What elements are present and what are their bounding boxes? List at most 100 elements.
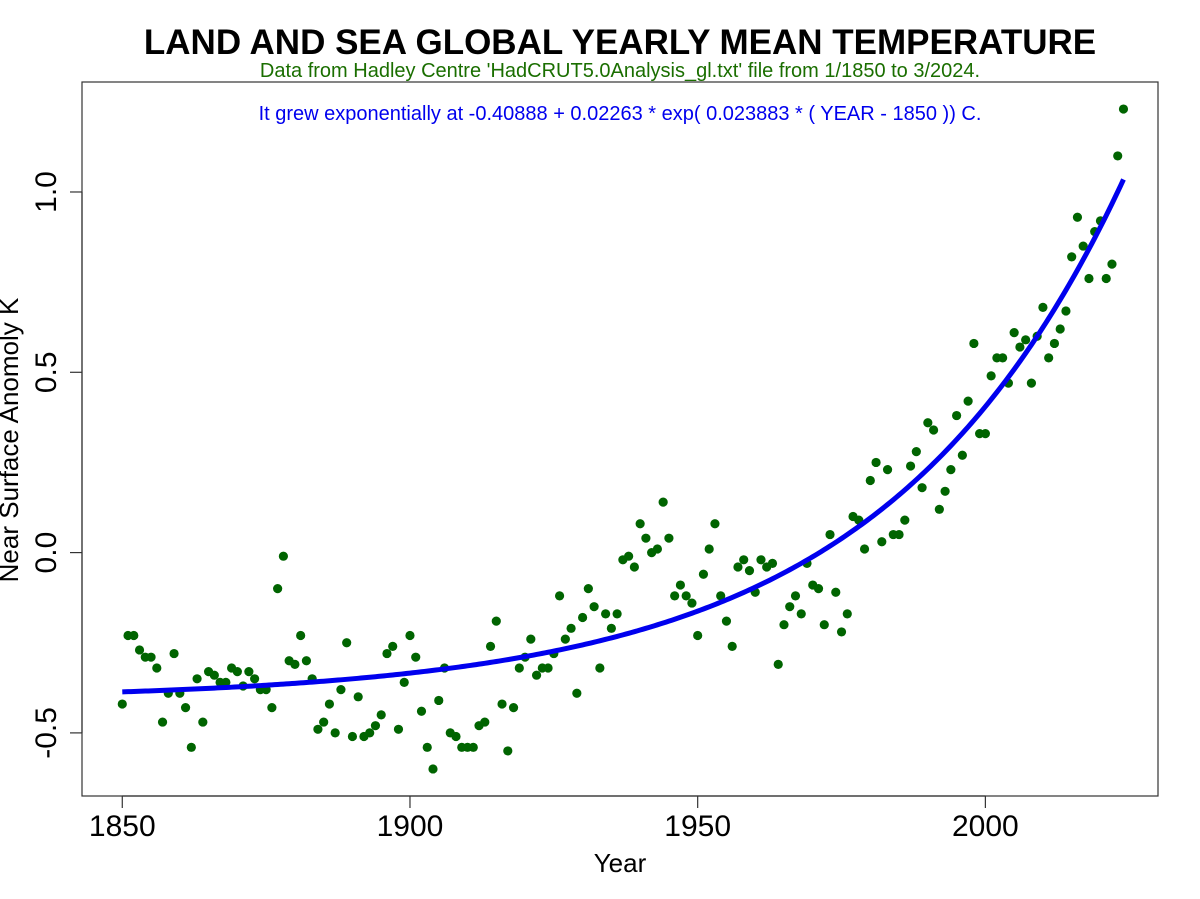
data-point <box>940 486 950 496</box>
data-point <box>347 731 358 742</box>
data-point <box>1067 252 1077 262</box>
data-point <box>624 551 634 561</box>
data-point <box>554 591 565 601</box>
data-point <box>727 641 737 651</box>
data-point <box>313 724 323 734</box>
data-point <box>601 609 611 619</box>
data-point <box>301 656 312 666</box>
data-point <box>842 609 852 619</box>
data-point <box>526 634 536 644</box>
data-point <box>1021 335 1031 345</box>
data-point <box>232 666 242 677</box>
data-point <box>180 703 191 713</box>
data-point <box>698 569 709 579</box>
data-point <box>923 418 933 428</box>
data-point <box>917 483 927 493</box>
data-point <box>434 695 444 706</box>
data-point <box>1101 273 1111 284</box>
data-point <box>514 663 524 673</box>
data-point <box>330 728 340 738</box>
data-point <box>675 580 686 590</box>
data-point <box>1118 104 1129 114</box>
y-tick-label: -0.5 <box>30 707 63 759</box>
x-tick-label: 2000 <box>952 810 1019 843</box>
data-point <box>1107 259 1117 269</box>
data-point <box>779 620 789 630</box>
data-point <box>572 688 582 698</box>
data-point <box>606 623 616 633</box>
data-point <box>589 602 599 612</box>
data-point <box>1084 273 1094 284</box>
data-point <box>146 652 156 662</box>
data-point <box>957 450 967 460</box>
data-point <box>497 699 507 709</box>
data-point <box>273 584 283 594</box>
data-point <box>963 396 973 406</box>
fit-curve <box>122 178 1126 695</box>
y-tick-label: 1.0 <box>30 171 63 213</box>
data-point <box>577 612 588 623</box>
data-point <box>583 584 593 594</box>
data-point <box>1078 241 1088 251</box>
data-point <box>508 703 519 713</box>
data-point <box>905 461 916 471</box>
data-point <box>485 641 496 651</box>
data-point <box>399 677 409 688</box>
data-point <box>911 447 921 457</box>
data-point <box>250 674 260 684</box>
data-point <box>998 353 1008 363</box>
data-point <box>319 717 329 727</box>
data-point <box>693 630 703 641</box>
data-point <box>134 645 145 655</box>
data-point <box>767 558 778 569</box>
data-point <box>428 764 438 774</box>
data-point <box>382 648 392 659</box>
data-point <box>393 724 404 734</box>
data-point <box>1038 302 1048 312</box>
data-point <box>1044 353 1054 363</box>
data-point <box>859 544 870 554</box>
data-point <box>560 634 570 644</box>
y-axis: -0.5 0.0 0.5 1.0 <box>30 171 83 759</box>
data-point <box>825 529 835 540</box>
data-point <box>733 562 743 572</box>
data-point <box>721 616 732 626</box>
data-point <box>716 591 726 601</box>
data-point <box>612 609 622 619</box>
x-tick-label: 1850 <box>89 810 156 843</box>
data-point <box>405 630 415 641</box>
data-point <box>928 425 939 435</box>
data-point <box>1015 342 1025 352</box>
data-point <box>1009 328 1019 338</box>
data-point <box>658 497 668 507</box>
data-point <box>670 591 680 601</box>
data-point <box>192 674 202 684</box>
data-point <box>451 731 461 742</box>
data-point <box>980 428 990 439</box>
data-point <box>244 666 254 677</box>
chart-title: LAND AND SEA GLOBAL YEARLY MEAN TEMPERAT… <box>144 23 1096 62</box>
chart-subtitle: Data from Hadley Centre 'HadCRUT5.0Analy… <box>260 60 980 82</box>
data-point <box>819 620 829 630</box>
data-point <box>296 630 306 641</box>
data-point <box>831 587 841 597</box>
data-point <box>882 465 893 475</box>
data-point <box>342 638 352 648</box>
data-point <box>411 652 421 662</box>
data-point <box>744 566 755 576</box>
data-point <box>336 685 346 695</box>
data-point <box>785 602 795 612</box>
data-point <box>1055 324 1065 334</box>
y-tick-label: 0.5 <box>30 351 63 393</box>
data-point <box>543 663 553 673</box>
data-point <box>595 663 605 673</box>
data-points <box>117 104 1129 774</box>
data-point <box>117 699 127 709</box>
data-point <box>946 465 956 475</box>
data-point <box>491 616 501 626</box>
data-point <box>422 742 432 752</box>
data-point <box>129 630 139 641</box>
data-point <box>641 533 651 543</box>
data-point <box>652 544 663 554</box>
